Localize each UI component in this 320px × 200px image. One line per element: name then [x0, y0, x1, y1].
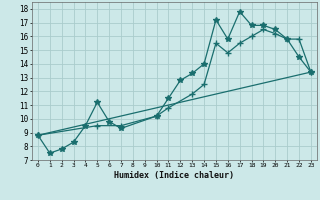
- X-axis label: Humidex (Indice chaleur): Humidex (Indice chaleur): [115, 171, 234, 180]
